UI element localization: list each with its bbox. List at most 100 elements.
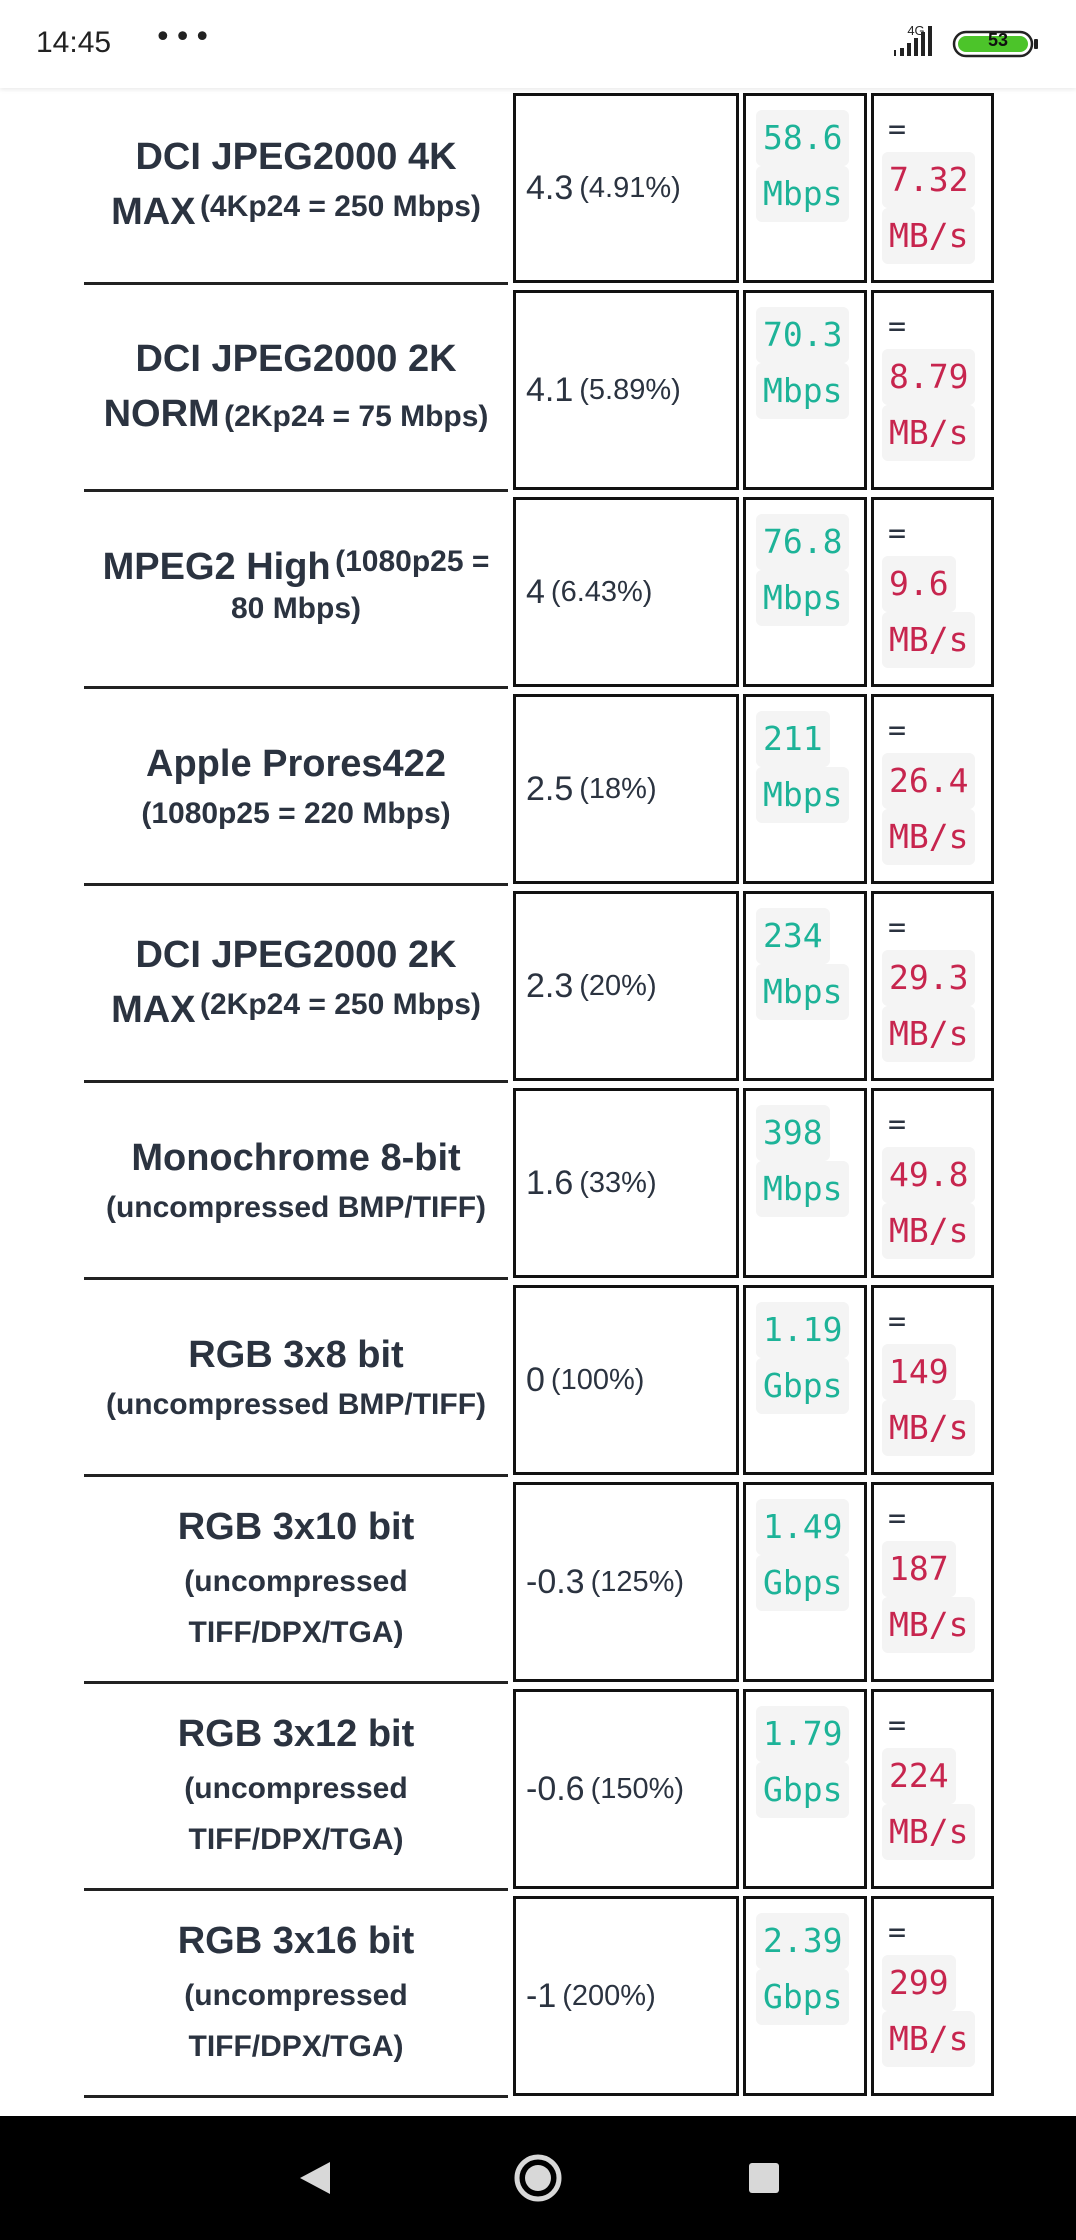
codec-label-cell: DCI JPEG2000 2K MAX (2Kp24 = 250 Mbps) [84, 886, 508, 1083]
codec-detail: (2Kp24 = 75 Mbps) [224, 400, 489, 433]
ratio-percent: (125%) [590, 1565, 685, 1598]
bitrate-unit: Mbps [756, 363, 850, 419]
codec-name: RGB 3x12 bit [177, 1713, 415, 1756]
table-row: RGB 3x16 bit (uncompressed TIFF/DPX/TGA)… [0, 1891, 1076, 2098]
throughput-cell: = 49.8 MB/s [871, 1088, 994, 1278]
codec-name: DCI JPEG2000 2K NORM [103, 337, 457, 435]
codec-name: DCI JPEG2000 4K MAX [111, 135, 457, 233]
throughput-value: 29.3 [882, 950, 976, 1006]
codec-label-cell: RGB 3x8 bit (uncompressed BMP/TIFF) [84, 1280, 508, 1477]
bitrate-cell: 58.6 Mbps [743, 93, 867, 283]
bitrate-unit: Mbps [756, 1161, 850, 1217]
notification-dots-icon: ••• [154, 20, 214, 55]
throughput-cell: = 149 MB/s [871, 1285, 994, 1475]
bitrate-unit: Mbps [756, 964, 850, 1020]
ratio-percent: (33%) [579, 1166, 657, 1199]
bitrate-unit: Gbps [756, 1358, 850, 1414]
throughput-unit: MB/s [882, 1400, 976, 1456]
throughput-value: 149 [882, 1344, 956, 1400]
recents-icon[interactable] [734, 2148, 794, 2208]
throughput-value: 9.6 [882, 556, 956, 612]
codec-name: RGB 3x10 bit [177, 1506, 415, 1549]
equals-sign: = [888, 713, 907, 748]
throughput-value: 7.32 [882, 152, 976, 208]
throughput-value: 224 [882, 1748, 956, 1804]
codec-label-cell: DCI JPEG2000 4K MAX (4Kp24 = 250 Mbps) [84, 88, 508, 285]
ratio-value: 4 [526, 572, 545, 611]
bitrate-cell: 2.39 Gbps [743, 1896, 867, 2096]
ratio-value: -1 [526, 1976, 557, 2015]
bitrate-unit: Mbps [756, 166, 850, 222]
table-row: RGB 3x8 bit (uncompressed BMP/TIFF) 0 (1… [0, 1280, 1076, 1477]
bitrate-value: 58.6 [756, 110, 850, 166]
table-row: RGB 3x12 bit (uncompressed TIFF/DPX/TGA)… [0, 1684, 1076, 1891]
codec-detail: (uncompressed BMP/TIFF) [105, 1190, 487, 1224]
equals-sign: = [888, 516, 907, 551]
throughput-cell: = 8.79 MB/s [871, 290, 994, 490]
ratio-percent: (20%) [579, 969, 657, 1002]
ratio-cell: 2.3 (20%) [513, 891, 739, 1081]
bitrate-value: 1.49 [756, 1499, 850, 1555]
bitrate-value: 70.3 [756, 307, 850, 363]
codec-name: RGB 3x8 bit [188, 1333, 404, 1376]
bitrate-value: 1.19 [756, 1302, 850, 1358]
bitrate-unit: Gbps [756, 1555, 850, 1611]
throughput-unit: MB/s [882, 1804, 976, 1860]
codec-label-cell: DCI JPEG2000 2K NORM (2Kp24 = 75 Mbps) [84, 285, 508, 492]
throughput-cell: = 29.3 MB/s [871, 891, 994, 1081]
ratio-value: 2.3 [526, 966, 574, 1005]
codec-detail: (2Kp24 = 250 Mbps) [199, 988, 481, 1021]
codec-detail: (uncompressed TIFF/DPX/TGA) [184, 1978, 408, 2063]
ratio-value: 1.6 [526, 1163, 574, 1202]
bitrate-value: 211 [756, 711, 830, 767]
codec-detail: (uncompressed BMP/TIFF) [105, 1387, 487, 1421]
throughput-unit: MB/s [882, 1597, 976, 1653]
bitrate-value: 1.79 [756, 1706, 850, 1762]
back-icon[interactable] [286, 2148, 346, 2208]
codec-name: MPEG2 High [102, 545, 331, 588]
throughput-unit: MB/s [882, 809, 976, 865]
ratio-cell: 1.6 (33%) [513, 1088, 739, 1278]
codec-detail: (1080p25 = 220 Mbps) [141, 796, 451, 830]
bitrate-cell: 76.8 Mbps [743, 497, 867, 687]
codec-name: Apple Prores422 [146, 742, 446, 785]
equals-sign: = [888, 1708, 907, 1743]
ratio-percent: (150%) [590, 1772, 685, 1805]
battery-icon [952, 30, 1038, 58]
equals-sign: = [888, 1304, 907, 1339]
throughput-value: 8.79 [882, 349, 976, 405]
throughput-unit: MB/s [882, 1203, 976, 1259]
ratio-value: -0.6 [526, 1769, 585, 1808]
status-icons: 4G 53 [840, 23, 1040, 62]
bitrate-cell: 70.3 Mbps [743, 290, 867, 490]
ratio-cell: -1 (200%) [513, 1896, 739, 2096]
bitrate-cell: 211 Mbps [743, 694, 867, 884]
home-icon[interactable] [508, 2148, 568, 2208]
codec-label-cell: Monochrome 8-bit (uncompressed BMP/TIFF) [84, 1083, 508, 1280]
codec-table: DCI JPEG2000 4K MAX (4Kp24 = 250 Mbps) 4… [0, 88, 1076, 2116]
equals-sign: = [888, 1915, 907, 1950]
bitrate-cell: 398 Mbps [743, 1088, 867, 1278]
throughput-cell: = 7.32 MB/s [871, 93, 994, 283]
throughput-cell: = 299 MB/s [871, 1896, 994, 2096]
network-type-label: 4G [907, 23, 925, 38]
bitrate-value: 398 [756, 1105, 830, 1161]
codec-detail: (1080p25 = 80 Mbps) [230, 544, 490, 625]
codec-name: RGB 3x16 bit [177, 1920, 415, 1963]
table-row: Monochrome 8-bit (uncompressed BMP/TIFF)… [0, 1083, 1076, 1280]
equals-sign: = [888, 309, 907, 344]
ratio-cell: 4 (6.43%) [513, 497, 739, 687]
bitrate-cell: 234 Mbps [743, 891, 867, 1081]
ratio-cell: -0.6 (150%) [513, 1689, 739, 1889]
battery-level: 53 [987, 30, 1009, 50]
ratio-cell: 2.5 (18%) [513, 694, 739, 884]
signal-strength-icon [894, 26, 932, 56]
bitrate-value: 2.39 [756, 1913, 850, 1969]
ratio-percent: (4.91%) [579, 171, 681, 204]
codec-label-cell: RGB 3x16 bit (uncompressed TIFF/DPX/TGA) [84, 1891, 508, 2098]
table-row: DCI JPEG2000 4K MAX (4Kp24 = 250 Mbps) 4… [0, 88, 1076, 285]
ratio-cell: 0 (100%) [513, 1285, 739, 1475]
table-row: DCI JPEG2000 2K NORM (2Kp24 = 75 Mbps) 4… [0, 285, 1076, 492]
codec-label-cell: Apple Prores422 (1080p25 = 220 Mbps) [84, 689, 508, 886]
throughput-unit: MB/s [882, 208, 976, 264]
